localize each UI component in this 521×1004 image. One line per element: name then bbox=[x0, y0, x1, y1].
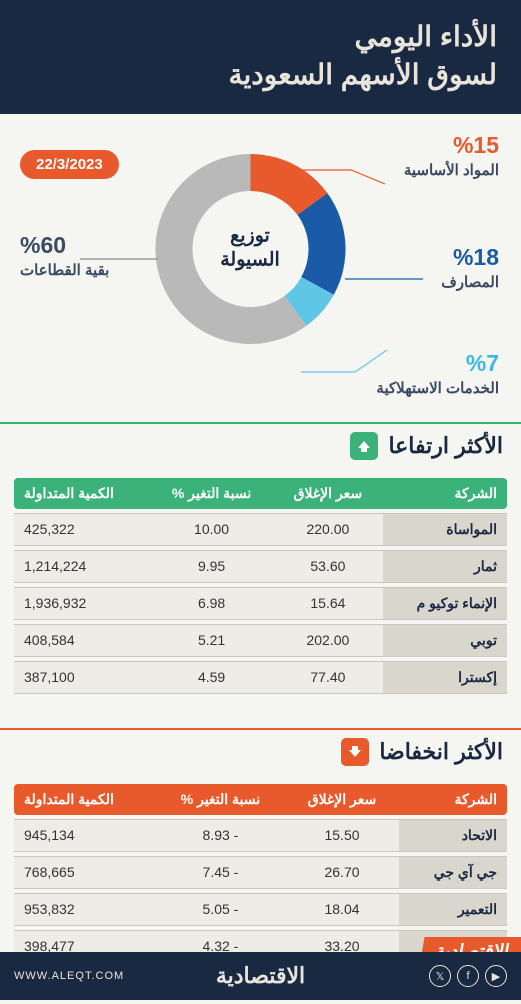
cell-volume: 387,100 bbox=[14, 661, 150, 694]
cell-company: المواساة bbox=[383, 513, 507, 546]
facebook-icon[interactable]: f bbox=[457, 965, 479, 987]
table-row: إكسترا77.404.59387,100 bbox=[14, 661, 507, 694]
gainers-header: الأكثر ارتفاعا bbox=[0, 422, 521, 468]
cell-close: 18.04 bbox=[285, 893, 400, 926]
col-close: سعر الإغلاق bbox=[273, 478, 383, 509]
callout-banks: %18 المصارف bbox=[441, 244, 499, 291]
cell-change: 8.93 - bbox=[156, 819, 285, 852]
cell-company: جي آي جي bbox=[399, 856, 507, 889]
col-change: نسبة التغير % bbox=[156, 784, 285, 815]
connector-line bbox=[345, 274, 425, 284]
cell-change: 10.00 bbox=[150, 513, 273, 546]
cell-change: 5.21 bbox=[150, 624, 273, 657]
col-volume: الكمية المتداولة bbox=[14, 478, 150, 509]
donut-center-label: توزيع السيولة bbox=[220, 224, 280, 273]
cell-company: التعمير bbox=[399, 893, 507, 926]
youtube-icon[interactable]: ▶ bbox=[485, 965, 507, 987]
col-company: الشركة bbox=[383, 478, 507, 509]
cell-close: 53.60 bbox=[273, 550, 383, 583]
col-close: سعر الإغلاق bbox=[285, 784, 400, 815]
cell-close: 220.00 bbox=[273, 513, 383, 546]
losers-header: الأكثر انخفاضا bbox=[0, 728, 521, 774]
cell-close: 15.50 bbox=[285, 819, 400, 852]
connector-line bbox=[301, 348, 391, 376]
table-row: ثمار53.609.951,214,224 bbox=[14, 550, 507, 583]
cell-close: 26.70 bbox=[285, 856, 400, 889]
table-row: الاتحاد15.508.93 -945,134 bbox=[14, 819, 507, 852]
page-footer: ▶ f 𝕏 الاقتصادية WWW.ALEQT.COM bbox=[0, 952, 521, 1000]
cell-volume: 425,322 bbox=[14, 513, 150, 546]
cell-volume: 1,936,932 bbox=[14, 587, 150, 620]
twitter-icon[interactable]: 𝕏 bbox=[429, 965, 451, 987]
cell-close: 202.00 bbox=[273, 624, 383, 657]
up-chevron-icon bbox=[350, 432, 378, 460]
social-icons: ▶ f 𝕏 bbox=[429, 965, 507, 987]
cell-change: 6.98 bbox=[150, 587, 273, 620]
down-chevron-icon bbox=[341, 738, 369, 766]
cell-change: 4.59 bbox=[150, 661, 273, 694]
table-row: الإنماء توكيو م15.646.981,936,932 bbox=[14, 587, 507, 620]
connector-line bbox=[291, 166, 391, 186]
connector-line bbox=[80, 254, 160, 264]
page-header: الأداء اليومي لسوق الأسهم السعودية bbox=[0, 0, 521, 114]
cell-volume: 953,832 bbox=[14, 893, 156, 926]
cell-company: الإنماء توكيو م bbox=[383, 587, 507, 620]
col-change: نسبة التغير % bbox=[150, 478, 273, 509]
cell-volume: 1,214,224 bbox=[14, 550, 150, 583]
cell-company: إكسترا bbox=[383, 661, 507, 694]
col-company: الشركة bbox=[399, 784, 507, 815]
table-row: التعمير18.045.05 -953,832 bbox=[14, 893, 507, 926]
footer-brand: الاقتصادية bbox=[216, 963, 305, 989]
cell-company: توبي bbox=[383, 624, 507, 657]
footer-site-url: WWW.ALEQT.COM bbox=[14, 970, 124, 982]
cell-close: 15.64 bbox=[273, 587, 383, 620]
cell-volume: 768,665 bbox=[14, 856, 156, 889]
table-row: المواساة220.0010.00425,322 bbox=[14, 513, 507, 546]
date-pill: 22/3/2023 bbox=[20, 150, 119, 179]
callout-materials: %15 المواد الأساسية bbox=[404, 132, 499, 179]
cell-volume: 945,134 bbox=[14, 819, 156, 852]
donut-chart-area: 22/3/2023 توزيع السيولة %15 المواد الأسا… bbox=[0, 114, 521, 414]
page-title: الأداء اليومي لسوق الأسهم السعودية bbox=[24, 18, 497, 94]
col-volume: الكمية المتداولة bbox=[14, 784, 156, 815]
table-row: جي آي جي26.707.45 -768,665 bbox=[14, 856, 507, 889]
cell-close: 77.40 bbox=[273, 661, 383, 694]
cell-change: 5.05 - bbox=[156, 893, 285, 926]
table-row: توبي202.005.21408,584 bbox=[14, 624, 507, 657]
cell-company: ثمار bbox=[383, 550, 507, 583]
top-gainers-table: الشركة سعر الإغلاق نسبة التغير % الكمية … bbox=[14, 474, 507, 698]
cell-volume: 408,584 bbox=[14, 624, 150, 657]
callout-consumer: %7 الخدمات الاستهلاكية bbox=[376, 350, 499, 397]
cell-change: 9.95 bbox=[150, 550, 273, 583]
cell-change: 7.45 - bbox=[156, 856, 285, 889]
cell-company: الاتحاد bbox=[399, 819, 507, 852]
